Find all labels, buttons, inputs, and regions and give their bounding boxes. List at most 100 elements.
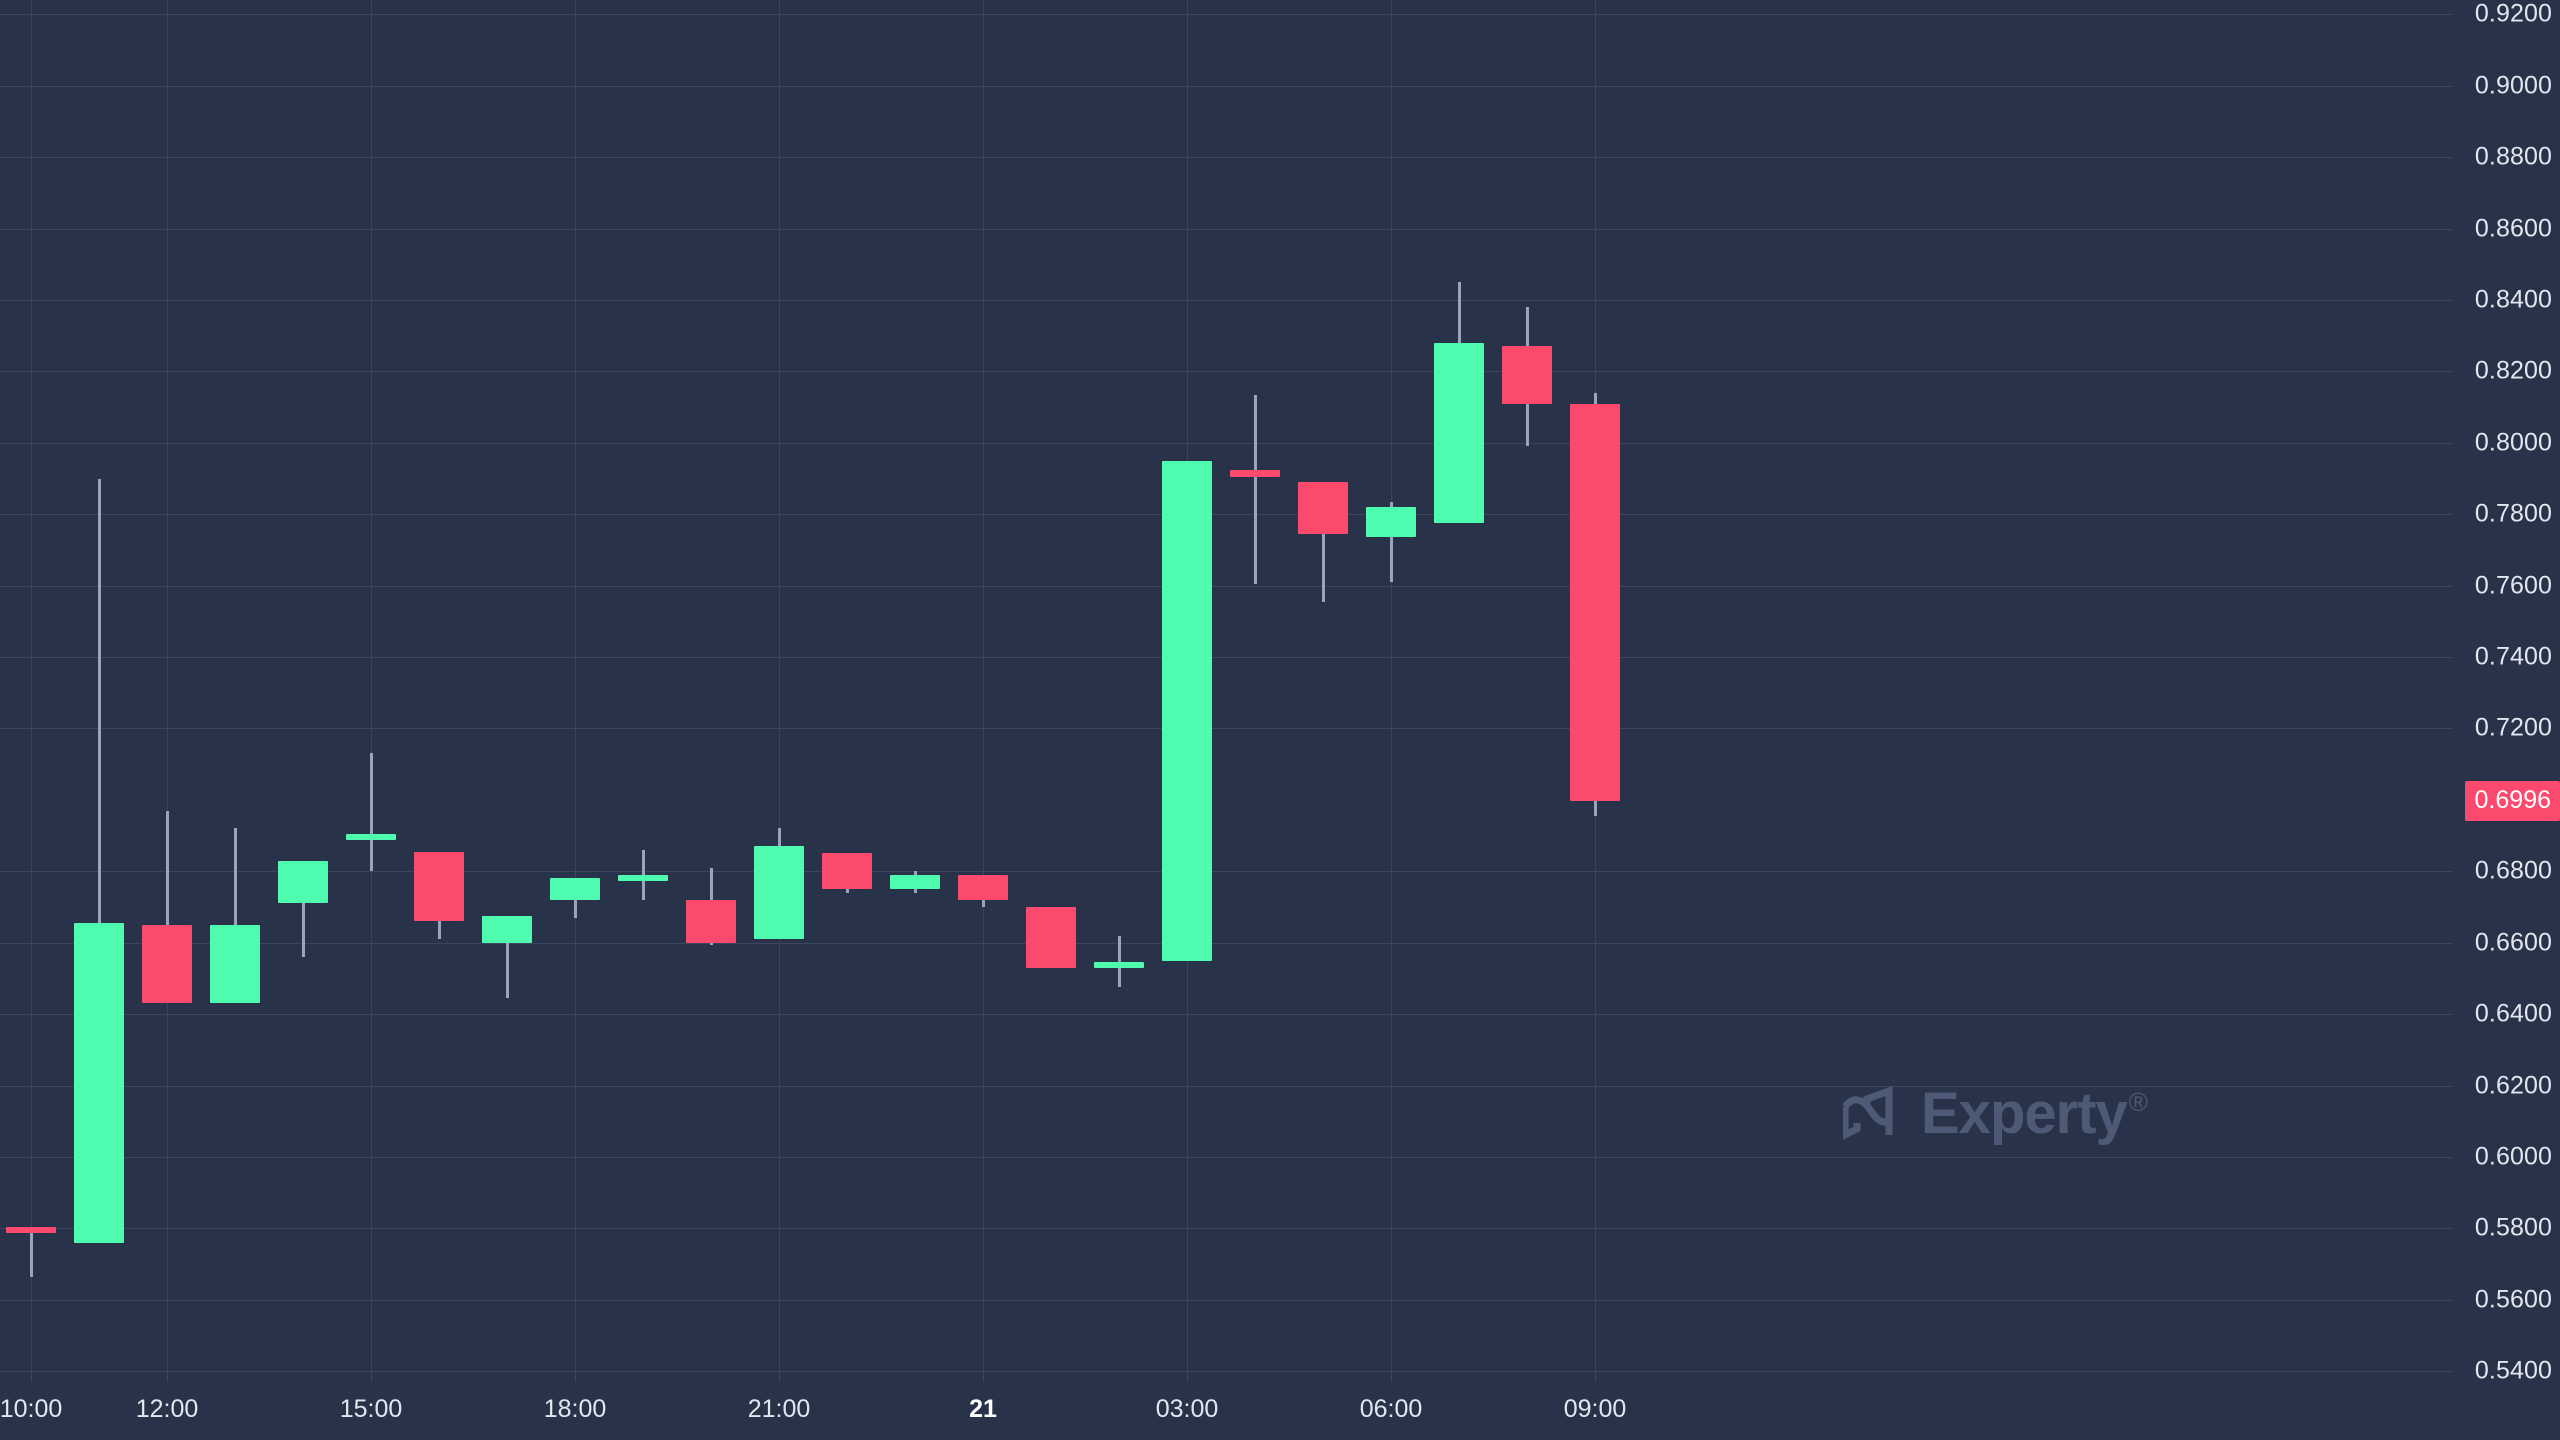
candlestick[interactable]	[1366, 501, 1416, 583]
candlestick[interactable]	[1230, 394, 1280, 584]
gridline	[983, 0, 984, 1382]
candle-wick	[301, 860, 305, 958]
candle-body	[1570, 403, 1620, 802]
price-axis-label: 0.6400	[2474, 999, 2552, 1028]
candlestick[interactable]	[6, 1226, 56, 1277]
plot-area[interactable]	[0, 0, 2452, 1382]
candlestick[interactable]	[346, 753, 396, 872]
time-axis-label: 03:00	[1155, 1395, 1219, 1423]
candlestick[interactable]	[210, 828, 260, 1004]
price-axis-label: 0.6200	[2474, 1071, 2552, 1100]
gridline	[0, 371, 2452, 372]
time-axis-label: 15:00	[339, 1395, 403, 1423]
gridline	[0, 586, 2452, 587]
candle-body	[1366, 507, 1416, 538]
time-axis-label: 21:00	[747, 1395, 811, 1423]
candlestick[interactable]	[1094, 935, 1144, 988]
gridline	[0, 229, 2452, 230]
candle-body	[142, 924, 192, 1004]
candle-wick	[1253, 394, 1257, 584]
candlestick[interactable]	[618, 849, 668, 900]
gridline	[0, 300, 2452, 301]
candle-body	[346, 833, 396, 840]
price-axis-label: 0.5600	[2474, 1285, 2552, 1314]
candle-body	[1298, 482, 1348, 534]
time-axis-label: 06:00	[1359, 1395, 1423, 1423]
gridline	[0, 1371, 2452, 1372]
time-axis-label: 21	[969, 1395, 997, 1423]
price-axis-label: 0.6000	[2474, 1142, 2552, 1171]
candle-wick	[29, 1226, 33, 1277]
price-axis-label: 0.6600	[2474, 928, 2552, 957]
candle-wick	[1389, 501, 1393, 583]
candlestick[interactable]	[822, 853, 872, 893]
gridline	[0, 1300, 2452, 1301]
candlestick[interactable]	[890, 871, 940, 893]
candlestick[interactable]	[1298, 482, 1348, 602]
candlestick[interactable]	[1026, 907, 1076, 968]
price-axis-label: 0.5400	[2474, 1356, 2552, 1385]
candlestick[interactable]	[1434, 282, 1484, 524]
candle-body	[482, 915, 532, 943]
candle-body	[618, 874, 668, 881]
candle-wick	[1321, 482, 1325, 602]
gridline	[0, 14, 2452, 15]
candlestick[interactable]	[1570, 392, 1620, 816]
price-axis-label: 0.7800	[2474, 499, 2552, 528]
gridline	[0, 657, 2452, 658]
candle-wick	[505, 942, 509, 999]
candlestick[interactable]	[686, 867, 736, 945]
gridline	[0, 514, 2452, 515]
gridline	[0, 871, 2452, 872]
price-axis-label: 0.9200	[2474, 0, 2552, 28]
candle-wick	[97, 478, 101, 1243]
price-axis-label: 0.8600	[2474, 214, 2552, 243]
candlestick[interactable]	[278, 860, 328, 958]
gridline	[0, 1228, 2452, 1229]
candlestick[interactable]	[142, 810, 192, 1004]
candle-body	[1026, 907, 1076, 968]
candlestick[interactable]	[1502, 307, 1552, 447]
candlestick[interactable]	[550, 878, 600, 918]
candle-body	[754, 846, 804, 940]
time-axis-label: 10:00	[0, 1395, 63, 1423]
price-axis-label: 0.7600	[2474, 571, 2552, 600]
candle-body	[74, 923, 124, 1243]
gridline	[31, 0, 32, 1382]
price-axis[interactable]: 0.9200 0.9000 0.8800 0.8600 0.8400 0.8200 0.80…	[2452, 0, 2560, 1385]
gridline	[575, 0, 576, 1382]
candle-body	[1094, 962, 1144, 969]
candlestick[interactable]	[414, 851, 464, 940]
price-axis-label: 0.8200	[2474, 356, 2552, 385]
gridline	[0, 1157, 2452, 1158]
candlestick[interactable]	[482, 915, 532, 999]
candle-body	[1230, 469, 1280, 477]
price-axis-label: 0.8800	[2474, 142, 2552, 171]
gridline	[0, 86, 2452, 87]
time-axis[interactable]: 10:00 12:00 15:00 18:00 21:00 21 03:00 06:00 09:…	[0, 1382, 2452, 1440]
price-axis-label: 0.5800	[2474, 1213, 2552, 1242]
candlestick[interactable]	[1162, 460, 1212, 961]
candlestick[interactable]	[754, 828, 804, 940]
price-axis-label: 0.8400	[2474, 285, 2552, 314]
time-axis-label: 09:00	[1563, 1395, 1627, 1423]
price-axis-label: 0.6800	[2474, 856, 2552, 885]
candle-body	[890, 874, 940, 890]
gridline	[0, 1086, 2452, 1087]
last-price-badge: 0.6996	[2464, 781, 2560, 822]
candlestick[interactable]	[958, 874, 1008, 908]
gridline	[0, 1014, 2452, 1015]
candlestick[interactable]	[74, 478, 124, 1243]
time-axis-label: 12:00	[135, 1395, 199, 1423]
candle-body	[550, 878, 600, 900]
candle-body	[1434, 342, 1484, 524]
candle-body	[1502, 346, 1552, 404]
price-axis-label: 0.8000	[2474, 428, 2552, 457]
gridline	[167, 0, 168, 1382]
gridline	[371, 0, 372, 1382]
gridline	[0, 943, 2452, 944]
price-axis-label: 0.7200	[2474, 713, 2552, 742]
price-axis-label: 0.9000	[2474, 71, 2552, 100]
candle-wick	[165, 810, 169, 1004]
